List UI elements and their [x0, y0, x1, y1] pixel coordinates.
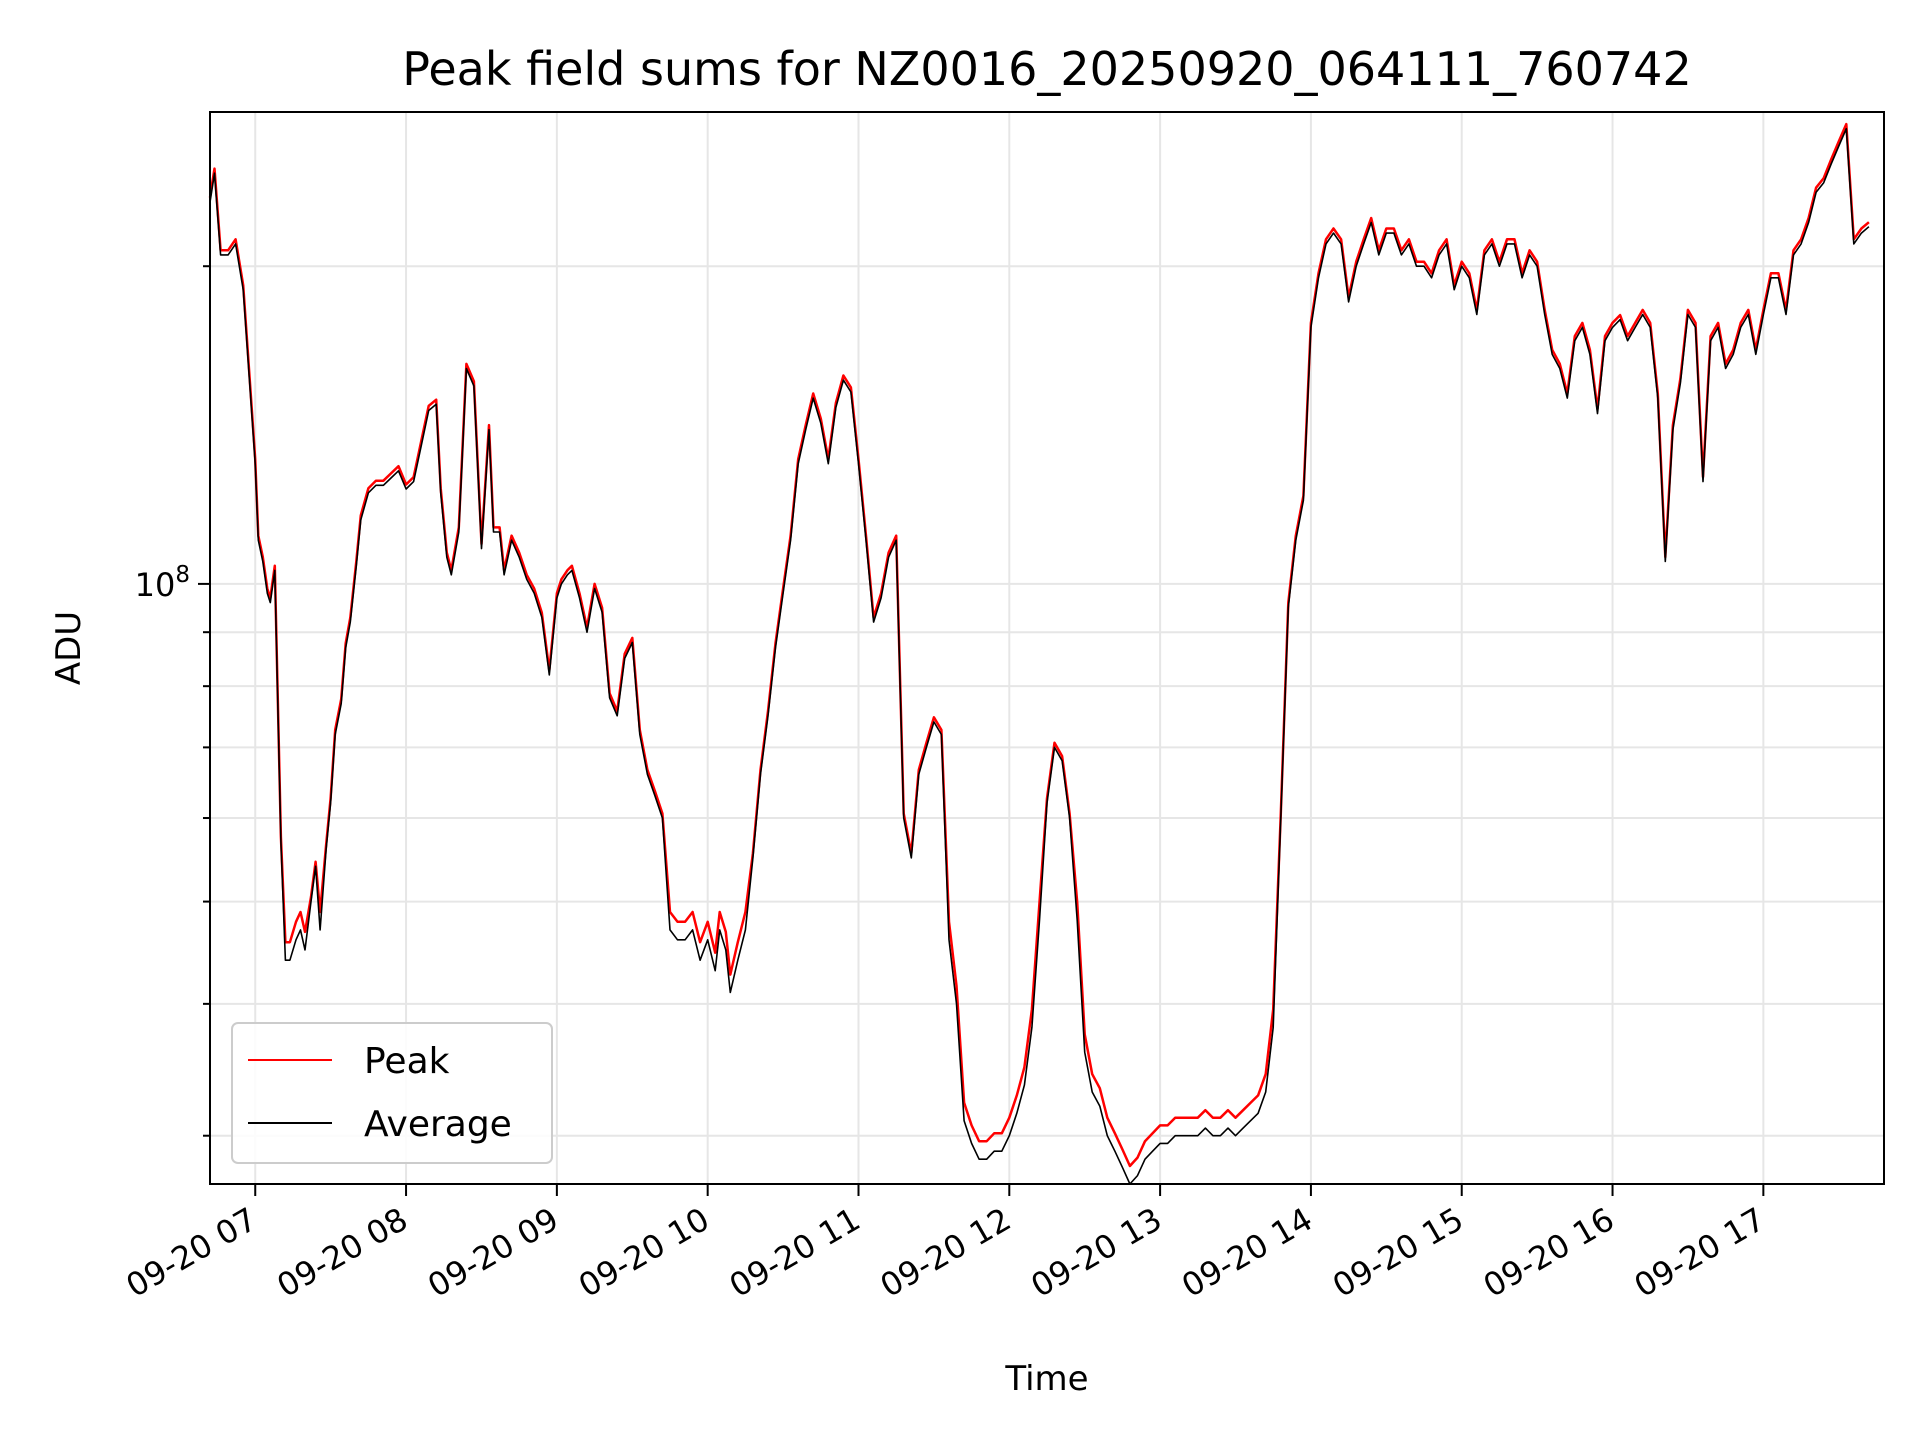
- chart-title: Peak field sums for NZ0016_20250920_0641…: [402, 42, 1691, 96]
- series-line-average: [209, 127, 1870, 1185]
- y-tick-label: 108: [135, 562, 190, 604]
- legend-label-peak: Peak: [364, 1041, 450, 1082]
- y-axis-ticks: 108: [135, 265, 210, 1137]
- series-layer: [208, 122, 1870, 1185]
- legend: Peak Average: [231, 1022, 553, 1164]
- legend-label-average: Average: [364, 1104, 512, 1145]
- x-axis-label: Time: [1004, 1359, 1088, 1399]
- grid: [210, 112, 1884, 1184]
- legend-box: [231, 1022, 553, 1164]
- y-axis-label: ADU: [49, 611, 89, 685]
- plot-area-frame: [209, 111, 1885, 1185]
- series-line-peak: [208, 122, 1870, 1168]
